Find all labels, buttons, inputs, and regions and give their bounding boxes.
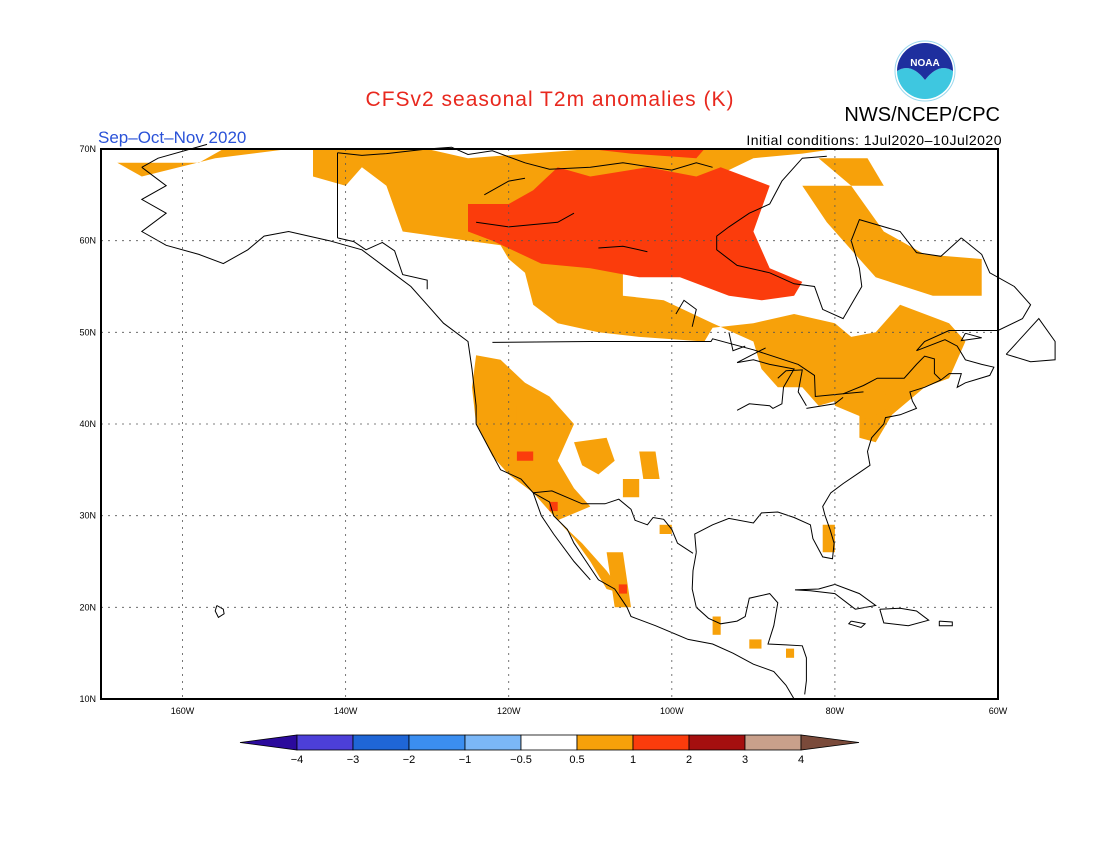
coastline-4 — [716, 155, 962, 320]
coastline-18 — [476, 212, 575, 228]
coastline-1 — [532, 492, 795, 700]
colorbar-bin — [688, 734, 746, 751]
coastline-2 — [691, 552, 807, 695]
colorbar-bin — [744, 734, 802, 751]
graticule-layer — [101, 149, 998, 699]
anomaly-region-0-5-to-1-8 — [606, 552, 631, 608]
lon-label: 100W — [660, 706, 684, 716]
anomaly-region-1-to-2-3 — [549, 501, 558, 512]
lat-label: 30N — [79, 511, 96, 521]
anomaly-region-0-5-to-1-12 — [712, 616, 721, 635]
lat-label: 70N — [79, 144, 96, 154]
anomaly-region-1-to-2-2 — [516, 451, 534, 461]
colorbar-label: −0.5 — [510, 754, 532, 766]
island-1 — [879, 607, 930, 627]
colorbar-bin — [632, 734, 690, 751]
lat-label: 20N — [79, 602, 96, 612]
colorbar-label: −3 — [347, 754, 360, 766]
coastline-17 — [598, 245, 648, 253]
latitude-labels: 70N 60N 50N 40N 30N 20N 10N — [79, 144, 96, 704]
colorbar-bin — [464, 734, 522, 751]
anomaly-region-0-5-to-1-13 — [659, 524, 672, 534]
lon-label: 140W — [334, 706, 358, 716]
anomaly-region-0-5-to-1-4 — [516, 405, 558, 443]
map-title: CFSv2 seasonal T2m anomalies (K) — [365, 88, 735, 111]
coastline-6 — [337, 146, 713, 171]
anomaly-region-0-5-to-1-9 — [822, 524, 835, 553]
anomaly-region-1-to-2-1 — [590, 149, 705, 159]
season-label: Sep–Oct–Nov 2020 — [98, 128, 247, 147]
colorbar-label: 0.5 — [569, 754, 584, 766]
colorbar-label: 4 — [798, 754, 804, 766]
anomaly-region-0-5-to-1-2 — [818, 158, 884, 186]
island-4 — [214, 605, 225, 619]
island-2 — [847, 620, 867, 629]
lon-label: 120W — [497, 706, 521, 716]
colorbar-bin — [800, 734, 860, 751]
lon-label: 60W — [989, 706, 1008, 716]
coastline-10 — [533, 490, 694, 554]
coastline-7 — [492, 338, 942, 398]
anomaly-region-0-5-to-1-0 — [117, 149, 966, 443]
initial-conditions-label: Initial conditions: 1Jul2020–10Jul2020 — [746, 132, 1002, 148]
colorbar-bin — [352, 734, 410, 751]
coastline-14 — [843, 391, 864, 395]
anomaly-region-1-to-2-4 — [618, 584, 627, 594]
anomaly-region-0-5-to-1-3 — [472, 355, 623, 594]
colorbar-label: −1 — [459, 754, 472, 766]
coastline-19 — [484, 177, 526, 196]
anomaly-region-0-5-to-1-14 — [834, 378, 892, 420]
island-0 — [794, 583, 877, 610]
coastline-16 — [675, 299, 697, 327]
agency-label: NWS/NCEP/CPC — [844, 104, 1000, 126]
anomaly-region-0-5-to-1-1 — [802, 185, 982, 296]
longitude-labels: 160W 140W 120W 100W 80W 60W — [171, 706, 1008, 716]
lat-label: 40N — [79, 419, 96, 429]
colorbar-label: 2 — [686, 754, 692, 766]
colorbar-bin — [296, 734, 354, 751]
colorbar-bin — [239, 734, 298, 751]
island-5 — [960, 332, 982, 342]
coastline-0 — [140, 166, 591, 581]
anomaly-region-0-5-to-1-5 — [574, 437, 615, 475]
coastline-9 — [337, 237, 428, 290]
lat-label: 50N — [79, 327, 96, 337]
noaa-logo-text: NOAA — [910, 58, 939, 69]
coastline-layer — [140, 143, 1056, 700]
anomaly-region-0-5-to-1-7 — [622, 479, 640, 498]
coastline-3 — [694, 237, 1032, 560]
coastline-15 — [728, 332, 746, 352]
anomaly-region-1-to-2-0 — [468, 167, 803, 301]
anomaly-fill-layer — [117, 149, 982, 658]
lat-label: 60N — [79, 236, 96, 246]
colorbar-label: 1 — [630, 754, 636, 766]
anomaly-region-0-5-to-1-11 — [786, 648, 795, 658]
colorbar-bin — [520, 734, 578, 751]
colorbar: −4 −3 −2 −1 −0.5 0.5 1 2 3 4 — [239, 734, 860, 766]
lat-label: 10N — [79, 694, 96, 704]
noaa-logo-icon: NOAA — [894, 40, 956, 102]
anomaly-region-0-5-to-1-10 — [749, 639, 762, 649]
colorbar-bin — [576, 734, 634, 751]
lon-label: 160W — [171, 706, 195, 716]
coastline-13 — [806, 397, 844, 409]
colorbar-label: −4 — [291, 754, 304, 766]
map-frame — [100, 148, 999, 700]
lon-label: 80W — [826, 706, 845, 716]
coastline-11 — [736, 347, 795, 411]
island-3 — [938, 620, 953, 627]
colorbar-label: 3 — [742, 754, 748, 766]
colorbar-label: −2 — [403, 754, 416, 766]
anomaly-region-0-5-to-1-6 — [639, 451, 660, 479]
colorbar-bin — [408, 734, 466, 751]
island-6 — [1005, 317, 1056, 363]
coastline-12 — [777, 369, 807, 406]
